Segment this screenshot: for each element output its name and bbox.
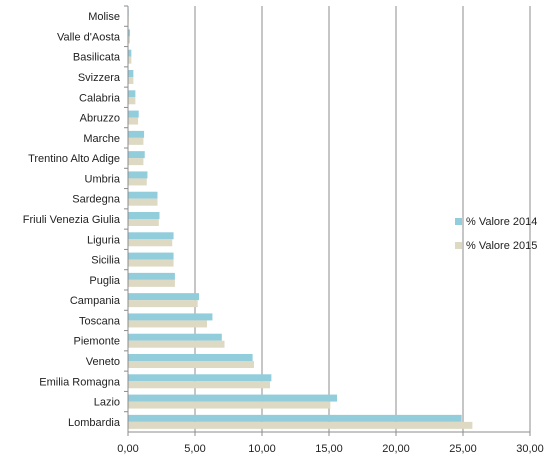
category-label: Campania <box>70 295 121 307</box>
bar-2014 <box>128 354 253 361</box>
legend: % Valore 2014 % Valore 2015 <box>455 216 537 252</box>
x-tick-label: 5,00 <box>184 443 205 455</box>
legend-label: % Valore 2014 <box>466 216 537 228</box>
bar-2015 <box>128 340 225 348</box>
category-label: Abruzzo <box>80 113 120 125</box>
bar-2014 <box>128 151 145 159</box>
category-label: Sicilia <box>91 255 121 267</box>
category-label: Svizzera <box>78 72 121 84</box>
category-label: Marche <box>83 133 120 145</box>
category-label: Toscana <box>79 315 121 327</box>
bar-2014 <box>128 191 158 199</box>
category-label: Emilia Romagna <box>39 376 121 388</box>
bar-2014 <box>128 414 462 422</box>
category-label: Friuli Venezia Giulia <box>23 214 121 226</box>
category-label: Umbria <box>85 173 121 185</box>
category-label: Calabria <box>79 92 121 104</box>
bar-2014 <box>128 232 174 240</box>
x-tick-label: 15,00 <box>315 443 343 455</box>
category-labels: Molise Valle d'Aosta Basilicata Svizzera Cal… <box>23 11 121 429</box>
legend-swatch <box>455 218 462 225</box>
category-label: Sardegna <box>72 194 121 206</box>
bar-2015 <box>128 239 173 247</box>
bar-2015 <box>128 178 147 186</box>
bar-2014 <box>128 212 160 219</box>
category-label: Trentino Alto Adige <box>28 153 120 165</box>
category-label: Molise <box>88 11 120 23</box>
bar-2015 <box>128 117 139 125</box>
bar-2014 <box>128 70 134 77</box>
bar-2015 <box>128 36 131 44</box>
bar-2014 <box>128 374 272 382</box>
category-label: Veneto <box>86 356 120 368</box>
x-tick-labels: 0,00 5,00 10,00 15,00 20,00 25,00 30,00 <box>117 443 543 455</box>
bar-2015 <box>128 320 208 328</box>
x-tick-label: 10,00 <box>248 443 276 455</box>
legend-label: % Valore 2015 <box>466 240 537 252</box>
category-label: Piemonte <box>74 336 120 348</box>
bar-2015 <box>128 97 136 105</box>
bar-2014 <box>128 171 148 179</box>
bar-2015 <box>128 198 158 206</box>
bar-2014 <box>128 49 132 57</box>
bar-2015 <box>128 158 144 166</box>
category-label: Liguria <box>87 234 121 246</box>
category-label: Lazio <box>94 397 120 409</box>
bar-2015 <box>128 401 331 409</box>
bar-2014 <box>128 313 213 321</box>
bar-2014 <box>128 333 222 341</box>
bar-2015 <box>128 56 132 64</box>
bar-2014 <box>128 90 136 98</box>
bar-2015 <box>128 300 198 308</box>
bar-2014 <box>128 272 175 280</box>
legend-swatch <box>455 242 462 249</box>
bar-2014 <box>128 130 145 138</box>
x-tick-label: 25,00 <box>449 443 477 455</box>
bar-2015 <box>128 259 174 267</box>
x-tick-label: 0,00 <box>117 443 138 455</box>
bar-2014 <box>128 293 200 301</box>
bar-2014 <box>128 252 174 260</box>
bar-2014 <box>128 110 139 118</box>
bar-2015 <box>128 381 271 389</box>
bar-2015 <box>128 219 159 226</box>
category-label: Basilicata <box>73 52 121 64</box>
bar-2015 <box>128 77 134 84</box>
x-tick-label: 20,00 <box>382 443 410 455</box>
bar-2015 <box>128 361 254 368</box>
bar-2015 <box>128 137 144 145</box>
category-label: Lombardia <box>68 417 121 429</box>
axes <box>124 5 531 436</box>
category-label: Puglia <box>89 275 120 287</box>
bars <box>128 9 473 429</box>
x-tick-label: 30,00 <box>516 443 544 455</box>
bar-2015 <box>128 421 473 429</box>
bar-2014 <box>128 394 338 402</box>
bar-2014 <box>128 29 131 37</box>
bar-2015 <box>128 279 175 287</box>
category-label: Valle d'Aosta <box>57 31 121 43</box>
